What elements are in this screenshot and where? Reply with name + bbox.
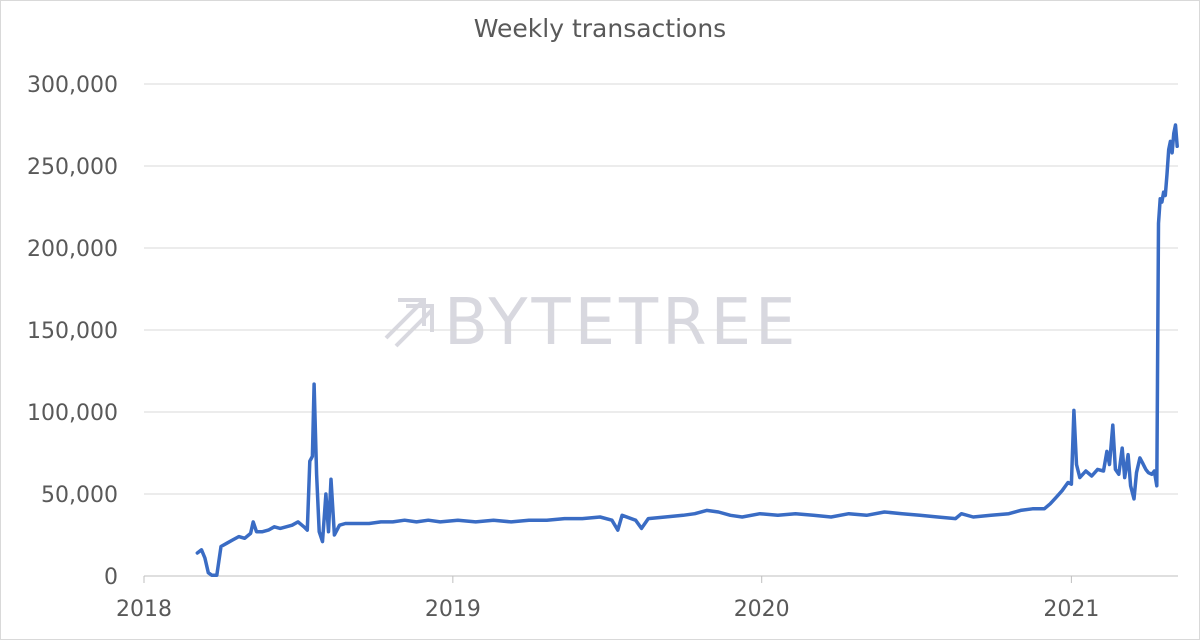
watermark: BYTETREE <box>384 286 799 360</box>
chart-title: Weekly transactions <box>473 14 727 43</box>
y-tick-label: 300,000 <box>27 73 118 98</box>
y-axis-ticks: 0 50,000 100,000 150,000 200,000 250,000 300,0… <box>27 73 118 590</box>
watermark-text: BYTETREE <box>444 286 799 360</box>
gridlines <box>144 83 1178 577</box>
y-tick-label: 100,000 <box>27 401 118 426</box>
x-tick-label: 2019 <box>425 597 481 622</box>
x-tick-label: 2021 <box>1043 597 1099 622</box>
y-tick-label: 250,000 <box>27 155 118 180</box>
x-tick-label: 2018 <box>116 597 172 622</box>
series-group <box>195 123 1179 577</box>
y-tick-label: 50,000 <box>41 483 118 508</box>
x-axis-ticks: 2018 2019 2020 2021 <box>116 576 1099 622</box>
bytetree-logo-icon <box>384 298 434 348</box>
y-tick-label: 150,000 <box>27 319 118 344</box>
series-line <box>195 123 1179 577</box>
x-tick-label: 2020 <box>734 597 790 622</box>
y-tick-label: 0 <box>104 565 118 590</box>
y-tick-label: 200,000 <box>27 237 118 262</box>
